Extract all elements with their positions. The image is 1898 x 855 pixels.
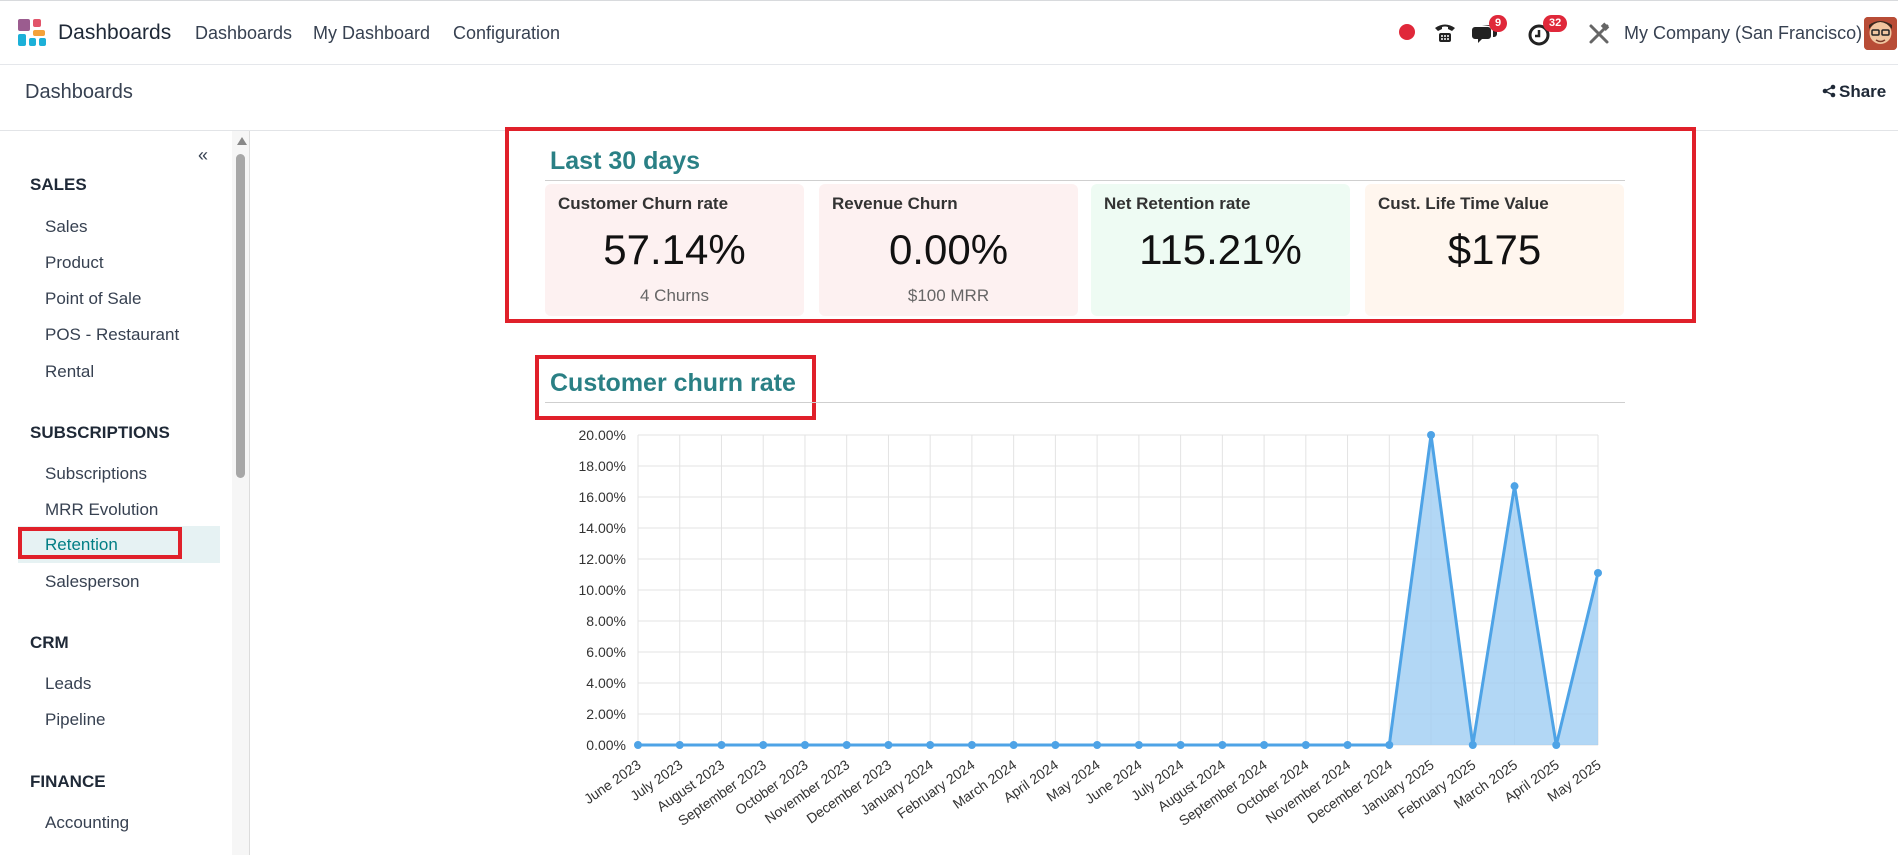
data-point: [967, 741, 976, 749]
kpi-value: 57.14%: [603, 226, 746, 273]
sidebar-item-salesperson[interactable]: Salesperson: [45, 572, 140, 591]
data-point: [1009, 741, 1018, 749]
user-avatar[interactable]: [1864, 17, 1897, 50]
data-point: [842, 741, 851, 749]
data-point: [926, 741, 935, 749]
series-area: [638, 435, 1598, 745]
kpi-label: Customer Churn rate: [558, 194, 729, 213]
sidebar-item-mrr-evolution[interactable]: MRR Evolution: [45, 500, 159, 519]
kpi-divider: [545, 180, 1625, 181]
kpi-card-customer-churn[interactable]: Customer Churn rate 57.14% 4 Churns: [545, 184, 804, 316]
kpi-label: Net Retention rate: [1104, 194, 1251, 213]
record-dot-icon[interactable]: [1399, 24, 1415, 40]
data-point: [1218, 741, 1227, 749]
data-point: [1260, 741, 1269, 749]
kpi-card-revenue-churn[interactable]: Revenue Churn 0.00% $100 MRR: [819, 184, 1078, 316]
chart-section-title: Customer churn rate: [550, 369, 796, 397]
menu-configuration[interactable]: Configuration: [453, 23, 561, 43]
sidebar-item-leads[interactable]: Leads: [45, 674, 92, 693]
collapse-sidebar-button[interactable]: «: [198, 145, 209, 165]
sidebar-item-subscriptions[interactable]: Subscriptions: [45, 464, 148, 483]
share-button[interactable]: Share: [1822, 82, 1886, 102]
kpi-value: $175: [1447, 226, 1542, 273]
data-point: [1301, 741, 1310, 749]
y-tick-label: 6.00%: [586, 644, 626, 660]
phone-icon[interactable]: [1433, 19, 1457, 47]
churn-rate-chart[interactable]: 0.00% 2.00% 4.00% 6.00% 8.00% 10.00% 12.00% 14.…: [560, 415, 1620, 855]
data-point: [1594, 568, 1602, 577]
kpi-value: 0.00%: [888, 226, 1009, 273]
app-brand[interactable]: Dashboards: [58, 21, 172, 44]
highlight-chart-title: [535, 355, 816, 420]
y-tick-label: 14.00%: [579, 520, 626, 536]
highlight-kpi-section: [505, 127, 1696, 323]
sidebar-item-retention[interactable]: Retention: [45, 535, 118, 554]
top-navbar: Dashboards Dashboards My Dashboard Confi…: [0, 0, 1898, 65]
kpi-value: 115.21%: [1139, 226, 1302, 273]
kpi-card-lifetime-value[interactable]: Cust. Life Time Value $175: [1365, 184, 1624, 316]
data-point: [1134, 741, 1143, 749]
y-tick-label: 8.00%: [586, 613, 626, 629]
tools-icon[interactable]: [1588, 19, 1610, 47]
data-point: [884, 741, 893, 749]
sidebar-scrollbar-thumb[interactable]: [236, 154, 245, 478]
share-icon: [1822, 84, 1836, 98]
kpi-section-title: Last 30 days: [550, 147, 701, 175]
data-point: [1552, 741, 1561, 749]
share-label: Share: [1839, 82, 1887, 101]
sidebar-item-sales[interactable]: Sales: [45, 217, 88, 236]
y-tick-label: 0.00%: [586, 737, 626, 753]
section-crm: CRM: [30, 633, 69, 652]
data-point: [1468, 741, 1477, 749]
kpi-card-net-retention[interactable]: Net Retention rate 115.21%: [1091, 184, 1350, 316]
kpi-sub: 4 Churns: [640, 286, 709, 305]
y-tick-label: 4.00%: [586, 675, 626, 691]
data-point: [1051, 741, 1060, 749]
sidebar-item-point-of-sale[interactable]: Point of Sale: [45, 289, 142, 308]
app-logo-icon[interactable]: [18, 19, 47, 48]
breadcrumb: Dashboards: [25, 81, 133, 103]
y-tick-label: 12.00%: [579, 551, 626, 567]
sidebar-item-pipeline[interactable]: Pipeline: [45, 710, 106, 729]
series-line: [638, 434, 1600, 747]
menu-my-dashboard[interactable]: My Dashboard: [313, 23, 431, 43]
section-subscriptions: SUBSCRIPTIONS: [30, 423, 170, 442]
kpi-label: Revenue Churn: [832, 194, 958, 213]
data-point: [1093, 741, 1102, 749]
y-tick-label: 20.00%: [579, 427, 626, 443]
scroll-up-arrow-icon[interactable]: [237, 137, 247, 145]
data-point: [1510, 482, 1519, 491]
chart-divider: [545, 402, 1625, 403]
kpi-label: Cust. Life Time Value: [1378, 194, 1549, 213]
company-switcher[interactable]: My Company (San Francisco): [1624, 23, 1863, 43]
section-finance: FINANCE: [30, 772, 106, 791]
data-point: [675, 741, 684, 749]
data-point: [717, 741, 726, 749]
sidebar-item-rental[interactable]: Rental: [45, 362, 95, 381]
data-point: [759, 741, 768, 749]
data-point: [1176, 741, 1185, 749]
activity-clock-icon[interactable]: [1527, 19, 1553, 47]
data-point: [1343, 741, 1352, 749]
dashboard-sidebar: «: [0, 131, 232, 855]
activity-badge: 32: [1543, 15, 1568, 32]
chat-badge: 9: [1489, 15, 1508, 32]
data-point: [1385, 741, 1394, 749]
data-point: [800, 741, 809, 749]
highlight-retention: [18, 527, 182, 559]
kpi-sub: $100 MRR: [907, 286, 990, 305]
sidebar-item-accounting[interactable]: Accounting: [45, 813, 130, 832]
y-tick-label: 10.00%: [579, 582, 626, 598]
sidebar-item-pos-restaurant[interactable]: POS - Restaurant: [45, 325, 180, 344]
control-panel: Dashboards Share: [0, 65, 1898, 131]
sidebar-item-product[interactable]: Product: [45, 253, 104, 272]
data-point: [1427, 431, 1436, 439]
data-point: [634, 741, 642, 749]
y-tick-label: 2.00%: [586, 706, 626, 722]
y-tick-label: 16.00%: [579, 489, 626, 505]
section-sales: SALES: [30, 175, 87, 194]
menu-dashboards[interactable]: Dashboards: [195, 23, 293, 43]
y-tick-label: 18.00%: [579, 458, 626, 474]
